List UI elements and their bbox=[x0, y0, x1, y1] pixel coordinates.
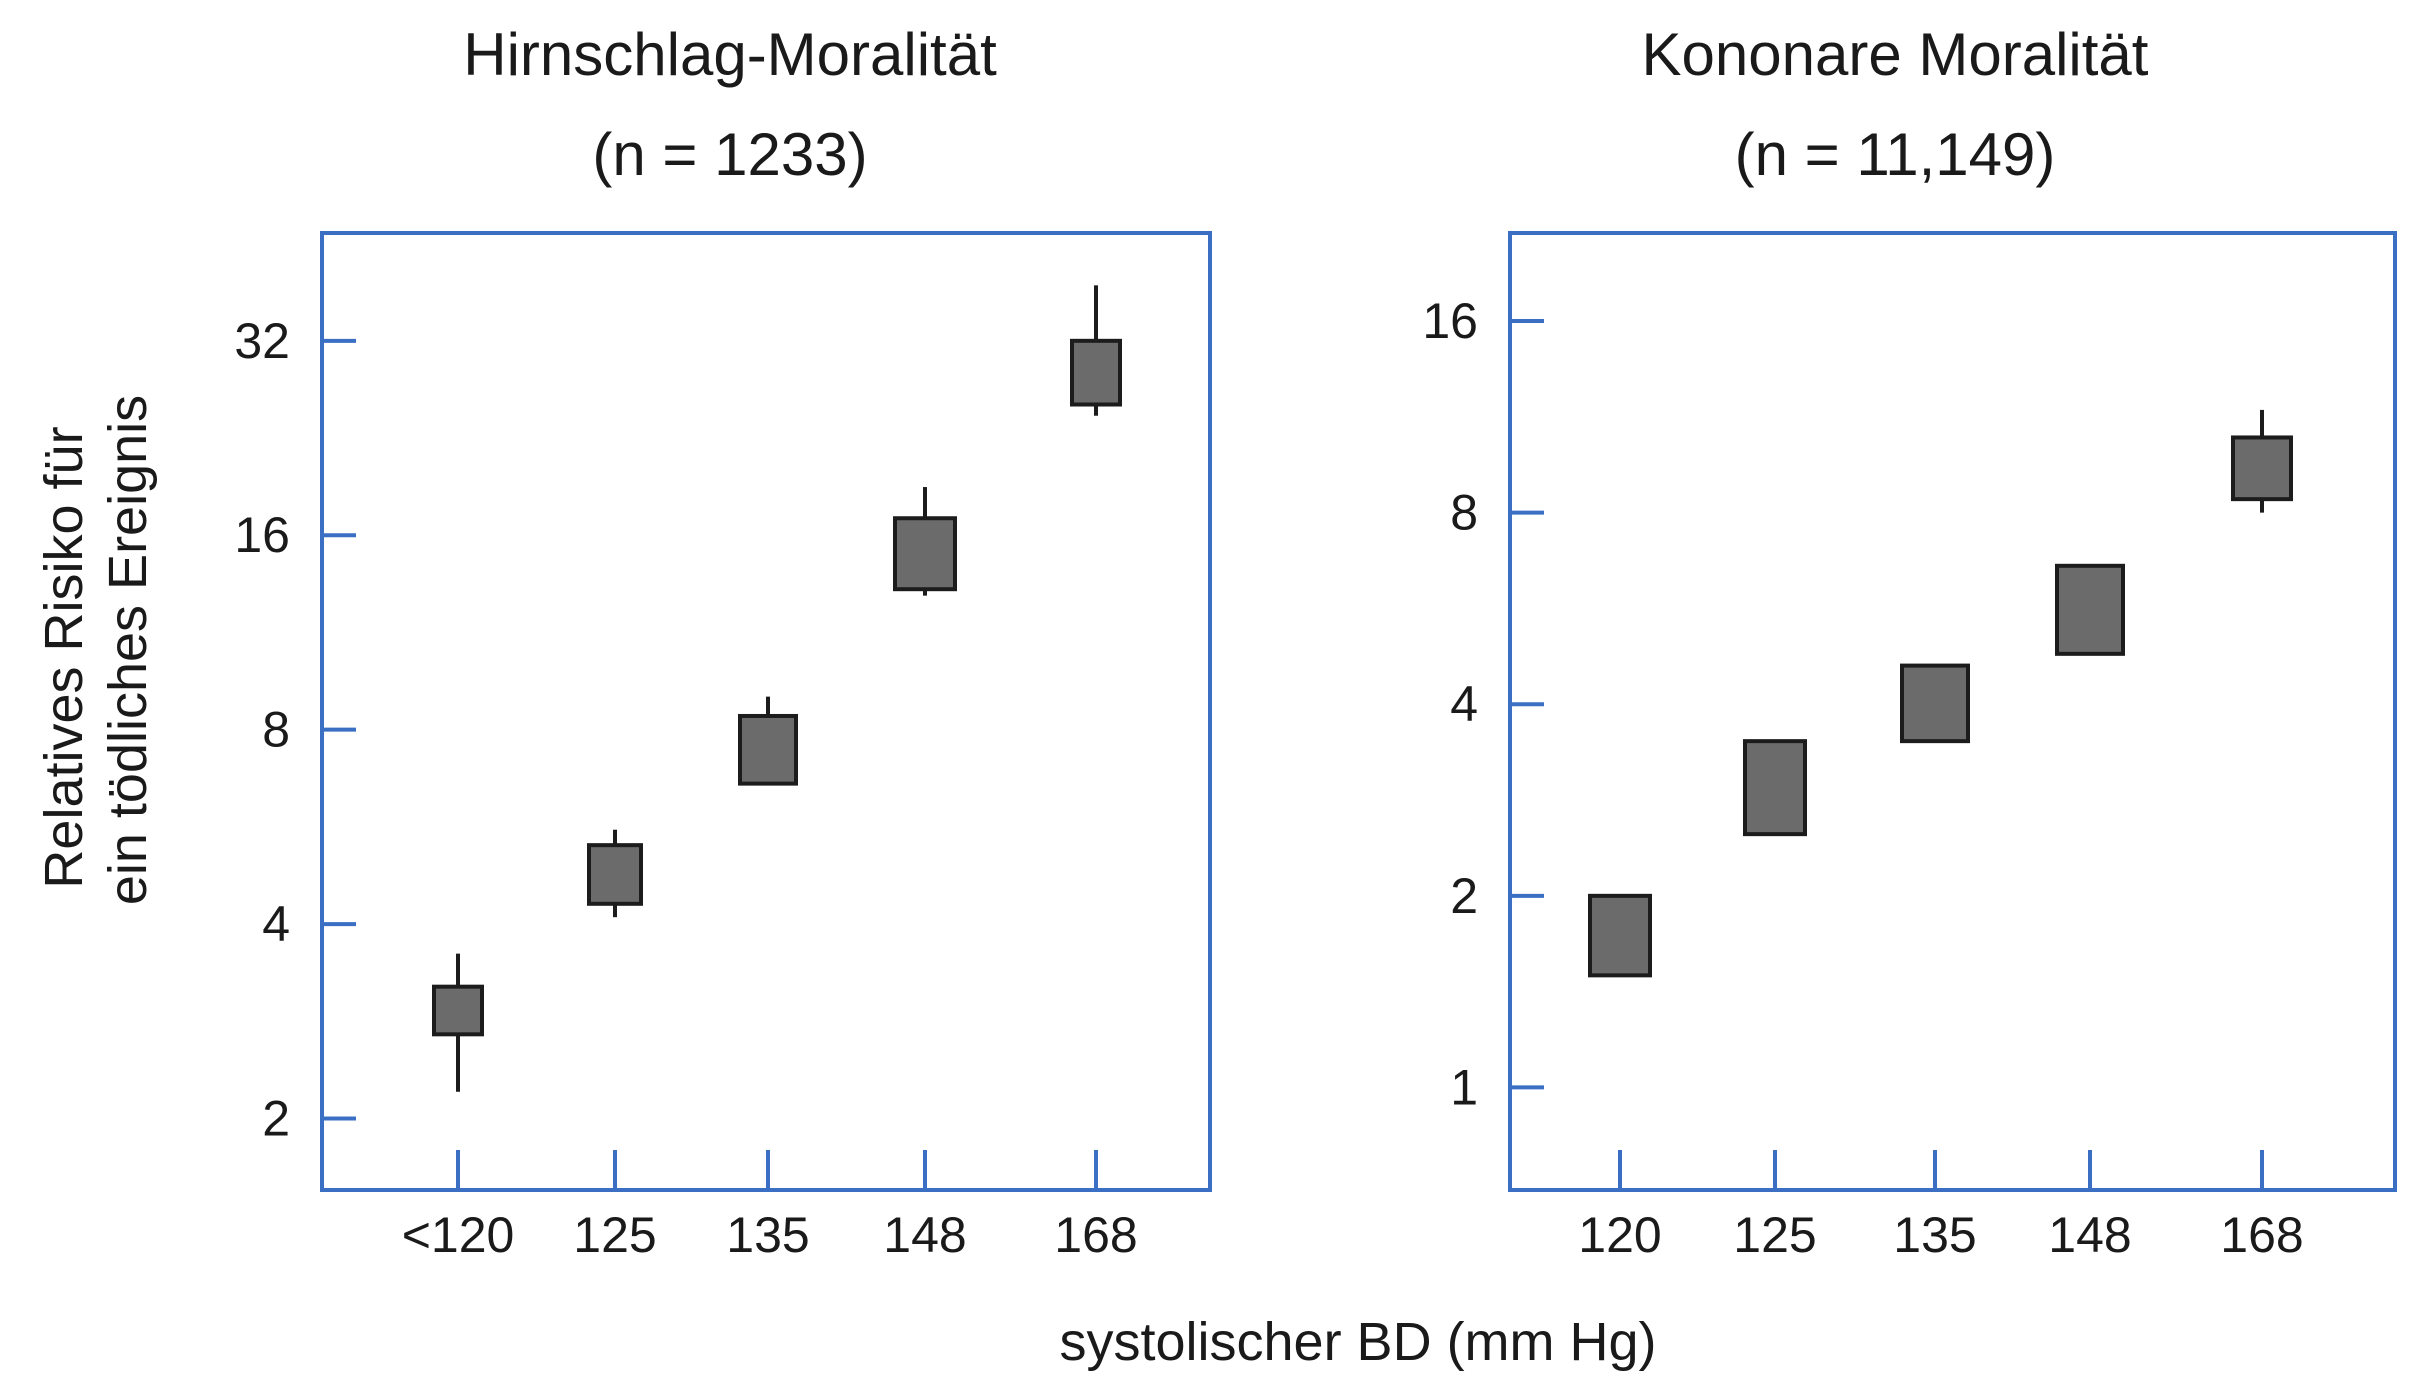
x-ticks: <120 125 135 148 168 bbox=[402, 1150, 1138, 1263]
risk-box bbox=[738, 713, 798, 786]
panel-coronary-mortality: Kononare Moralität (n = 11,149) 1 2 4 8 16 1… bbox=[1422, 21, 2397, 1263]
y-tick-label: 16 bbox=[1422, 293, 1478, 349]
x-tick-label: <120 bbox=[402, 1207, 515, 1263]
risk-box bbox=[1070, 338, 1122, 407]
y-tick-label: 8 bbox=[1450, 485, 1478, 541]
boxes bbox=[1588, 409, 2293, 978]
risk-box bbox=[893, 516, 957, 592]
panel-subtitle: (n = 11,149) bbox=[1735, 121, 2056, 188]
panel-title: Hirnschlag-Moralität bbox=[463, 21, 997, 88]
x-axis-label: systolischer BD (mm Hg) bbox=[1059, 1312, 1656, 1372]
y-tick-label: 4 bbox=[1450, 676, 1478, 732]
y-tick-label: 4 bbox=[262, 896, 290, 952]
risk-box bbox=[1900, 663, 1970, 744]
risk-box bbox=[2231, 435, 2293, 502]
y-axis-label: Relatives Risiko für ein tödliches Ereig… bbox=[34, 395, 158, 905]
y-ticks: 2 4 8 16 32 bbox=[234, 313, 356, 1147]
risk-box bbox=[587, 843, 643, 906]
y-tick-label: 8 bbox=[262, 702, 290, 758]
boxes bbox=[432, 285, 1122, 1092]
plot-frame bbox=[1508, 231, 2397, 1192]
x-ticks: 120 125 135 148 168 bbox=[1578, 1150, 2304, 1263]
risk-box bbox=[1588, 893, 1652, 978]
x-tick-label: 135 bbox=[1893, 1207, 1976, 1263]
y-ticks: 1 2 4 8 16 bbox=[1422, 293, 1544, 1115]
panel-title: Kononare Moralität bbox=[1642, 21, 2149, 88]
x-tick-label: 125 bbox=[1733, 1207, 1816, 1263]
panel-stroke-mortality: Hirnschlag-Moralität (n = 1233) 2481632 … bbox=[234, 21, 1212, 1263]
x-tick-label: 120 bbox=[1578, 1207, 1661, 1263]
y-tick-label: 1 bbox=[1450, 1059, 1478, 1115]
x-tick-label: 168 bbox=[1054, 1207, 1137, 1263]
x-tick-label: 168 bbox=[2220, 1207, 2303, 1263]
y-tick-label: 16 bbox=[234, 507, 290, 563]
y-axis-label-line-2: ein tödliches Ereignis bbox=[98, 395, 158, 905]
x-tick-label: 125 bbox=[573, 1207, 656, 1263]
risk-box bbox=[2055, 563, 2125, 656]
y-axis-label-line-1: Relatives Risiko für bbox=[34, 426, 94, 888]
x-tick-label: 148 bbox=[883, 1207, 966, 1263]
panel-subtitle: (n = 1233) bbox=[592, 121, 867, 188]
risk-box bbox=[432, 984, 484, 1037]
risk-box bbox=[1743, 739, 1807, 837]
x-tick-label: 135 bbox=[726, 1207, 809, 1263]
y-tick-label: 2 bbox=[1450, 868, 1478, 924]
y-tick-label: 2 bbox=[262, 1091, 290, 1147]
y-tick-label: 32 bbox=[234, 313, 290, 369]
x-tick-label: 148 bbox=[2048, 1207, 2131, 1263]
